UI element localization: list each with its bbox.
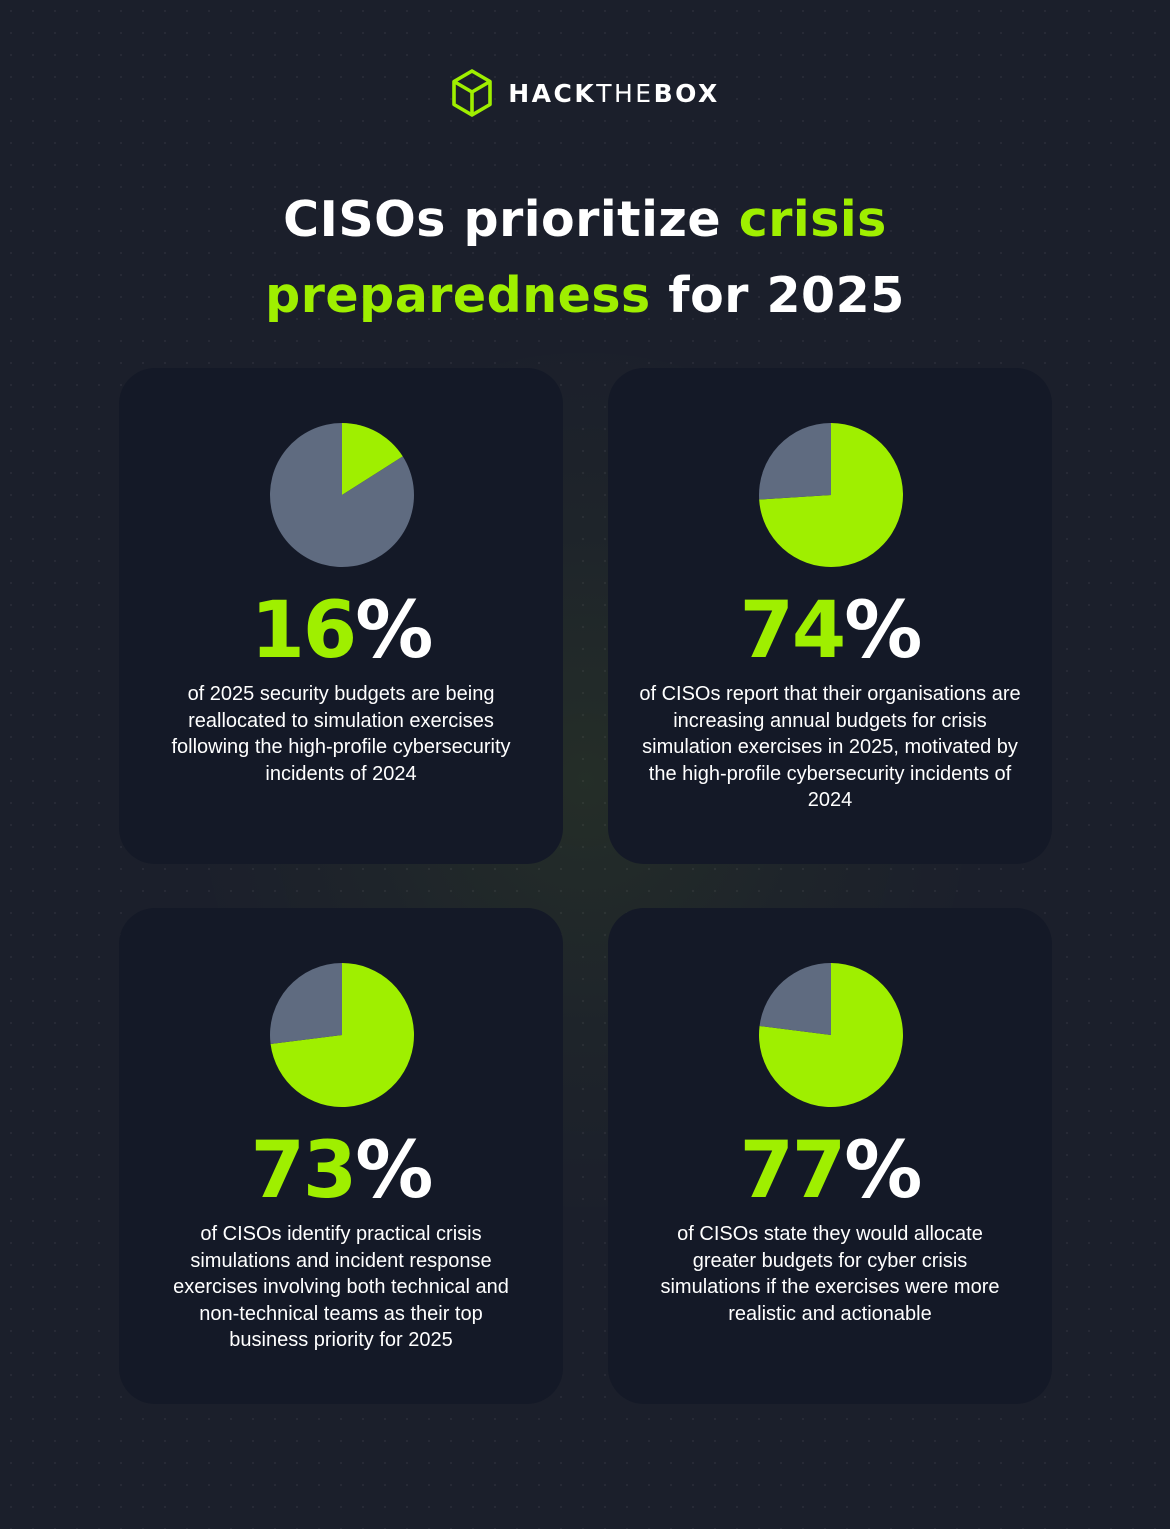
stat-value: 16% [119, 586, 563, 676]
pie-chart [758, 423, 903, 567]
brand-name-hack: HACK [508, 78, 597, 108]
pie-slice-highlight [759, 963, 904, 1107]
title-part-2: for 2025 [650, 267, 905, 324]
pie-slice-remainder [759, 963, 831, 1035]
stat-value: 77% [608, 1126, 1052, 1216]
pie-chart [270, 963, 415, 1107]
title-accent-2: preparedness [265, 267, 651, 324]
stat-description: of 2025 security budgets are being reall… [171, 683, 511, 785]
percent-symbol: % [844, 586, 922, 676]
stat-number: 77 [739, 1126, 847, 1216]
pie-slice-remainder [269, 423, 414, 567]
title-accent-1: crisis [738, 191, 887, 248]
pie-slice-remainder [270, 963, 342, 1045]
stat-value: 74% [608, 586, 1052, 676]
stat-description: of CISOs state they would allocate great… [660, 1223, 1000, 1325]
pie-slice-highlight [759, 423, 903, 567]
brand-name-box: BOX [653, 78, 720, 108]
percent-symbol: % [355, 1126, 433, 1216]
stat-number: 16 [250, 586, 358, 676]
stat-description: of CISOs identify practical crisis simul… [173, 1223, 509, 1351]
pie-slice-highlight [342, 423, 403, 495]
stat-number: 73 [250, 1126, 358, 1216]
pie-slice-highlight [270, 963, 415, 1107]
pie-chart [759, 963, 904, 1107]
brand-header: HACKTHEBOX [0, 66, 1170, 120]
brand-name-the: THE [596, 78, 654, 108]
pie-slice-remainder [758, 423, 831, 500]
stat-card-top-priority: 73% of CISOs identify practical crisis s… [119, 908, 563, 1404]
stat-value: 73% [119, 1126, 563, 1216]
page-title: CISOs prioritize crisis preparedness for … [0, 182, 1170, 334]
stat-card-greater-budgets: 77% of CISOs state they would allocate g… [608, 908, 1052, 1404]
percent-symbol: % [844, 1126, 922, 1216]
stat-description: of CISOs report that their organisations… [639, 683, 1021, 811]
percent-symbol: % [355, 586, 433, 676]
stat-number: 74 [739, 586, 847, 676]
title-part-1: CISOs prioritize [283, 191, 739, 248]
stat-card-budget-increase: 74% of CISOs report that their organisat… [608, 368, 1052, 864]
stat-card-budget-reallocation: 16% of 2025 security budgets are being r… [119, 368, 563, 864]
cube-logo-icon [452, 69, 493, 117]
brand-wordmark: HACKTHEBOX [508, 79, 720, 108]
pie-chart [269, 423, 414, 567]
